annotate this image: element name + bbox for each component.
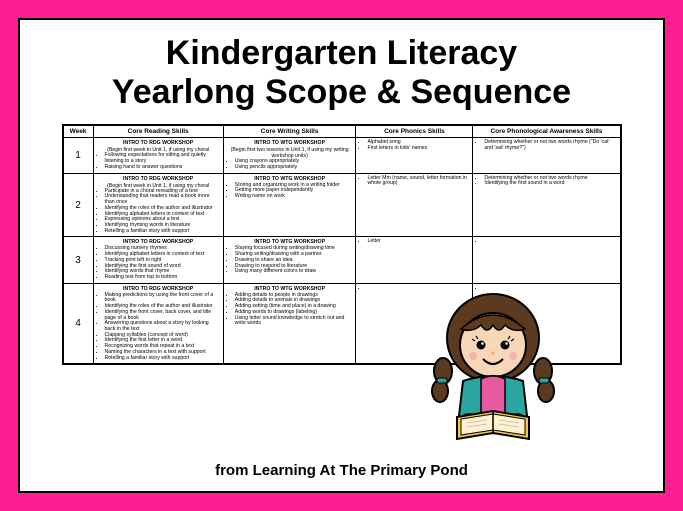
table-cell: INTRO TO WTG WORKSHOPAdding details to p… [223, 283, 356, 364]
content-frame: Kindergarten Literacy Yearlong Scope & S… [18, 18, 665, 493]
title-line-2: Yearlong Scope & Sequence [112, 73, 571, 112]
table-cell: Determining whether or not two words rhy… [473, 173, 620, 237]
col-phono: Core Phonological Awareness Skills [473, 126, 620, 138]
table-cell: INTRO TO RDG WORKSHOP(Begin first week i… [93, 138, 223, 173]
table-cell: 2 [63, 173, 93, 237]
col-reading: Core Reading Skills [93, 126, 223, 138]
footer-credit: from Learning At The Primary Pond [20, 462, 663, 479]
table-cell: 1 [63, 138, 93, 173]
table-cell: Letter Mm (name, sound, letter formation… [356, 173, 473, 237]
table-cell: 3 [63, 237, 93, 283]
table-cell: Letter [356, 237, 473, 283]
col-writing: Core Writing Skills [223, 126, 356, 138]
col-phonics: Core Phonics Skills [356, 126, 473, 138]
table-cell: INTRO TO RDG WORKSHOPDiscussing nursery … [93, 237, 223, 283]
table-cell: INTRO TO RDG WORKSHOP(Begin first week i… [93, 173, 223, 237]
page-title: Kindergarten Literacy Yearlong Scope & S… [112, 34, 571, 112]
table-cell: INTRO TO WTG WORKSHOPStaying focused dur… [223, 237, 356, 283]
table-cell [473, 237, 620, 283]
girl-illustration [423, 283, 563, 443]
table-cell: INTRO TO WTG WORKSHOP(Begin first two le… [223, 138, 356, 173]
table-cell: INTRO TO WTG WORKSHOPStoring and organiz… [223, 173, 356, 237]
table-cell: Determining whether or not two words rhy… [473, 138, 620, 173]
table-cell: INTRO TO RDG WORKSHOPMaking predictions … [93, 283, 223, 364]
table-cell: 4 [63, 283, 93, 364]
table-cell: Alphabet songFirst letters in kids' name… [356, 138, 473, 173]
col-week: Week [63, 126, 93, 138]
title-line-1: Kindergarten Literacy [112, 34, 571, 73]
